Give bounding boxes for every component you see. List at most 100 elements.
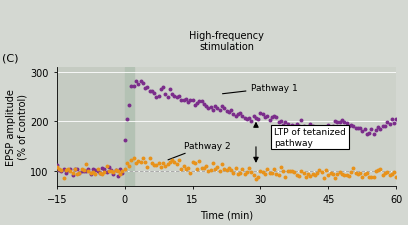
Point <box>361 173 368 176</box>
Point <box>72 168 78 171</box>
Bar <box>125 68 134 186</box>
Point <box>287 125 293 129</box>
Point <box>259 170 266 174</box>
Point <box>164 162 171 166</box>
Point <box>355 172 361 176</box>
Point <box>307 174 314 178</box>
Point <box>361 128 368 132</box>
Point <box>355 127 361 130</box>
Point <box>81 170 87 173</box>
Point <box>382 171 388 175</box>
Point <box>83 169 89 173</box>
Point <box>196 99 203 103</box>
Bar <box>134 68 396 186</box>
Point <box>90 171 96 174</box>
Text: LTP of tetanized
pathway: LTP of tetanized pathway <box>274 128 346 147</box>
Point <box>78 167 85 171</box>
Point <box>171 95 178 99</box>
Point <box>264 167 271 171</box>
Point <box>142 87 149 91</box>
Point <box>62 172 69 175</box>
Point <box>228 169 234 172</box>
Point <box>230 113 237 117</box>
Point <box>144 166 151 169</box>
Point <box>146 90 153 93</box>
Point <box>97 172 103 175</box>
Point <box>99 166 105 170</box>
Point <box>101 167 108 171</box>
Point <box>76 171 83 175</box>
Point <box>142 161 149 164</box>
Point <box>212 105 219 108</box>
Point <box>251 115 257 119</box>
Point <box>287 169 293 173</box>
Point <box>171 160 178 164</box>
Point <box>155 162 162 165</box>
Point <box>353 127 359 130</box>
Point <box>257 169 264 173</box>
Point <box>185 167 191 170</box>
Point <box>388 118 395 122</box>
Point <box>235 113 241 116</box>
Point <box>185 100 191 104</box>
Point <box>305 172 311 176</box>
Point <box>266 171 273 175</box>
Point <box>67 169 73 173</box>
Point <box>282 120 289 124</box>
Point <box>289 124 295 128</box>
Point <box>217 109 223 112</box>
Point <box>194 167 200 171</box>
Point <box>373 170 379 173</box>
Point <box>293 173 300 177</box>
Point <box>119 170 126 173</box>
Point <box>87 172 94 175</box>
Point <box>203 165 209 169</box>
Point <box>110 173 117 176</box>
Point <box>239 168 246 171</box>
Y-axis label: EPSP amplitude
(% of control): EPSP amplitude (% of control) <box>6 88 27 165</box>
Point <box>153 163 160 167</box>
Point <box>157 88 164 92</box>
Point <box>187 172 193 176</box>
Point <box>268 116 275 120</box>
Point <box>167 161 173 164</box>
Point <box>300 172 307 176</box>
Point <box>346 124 352 128</box>
Point <box>393 175 399 179</box>
Point <box>160 86 166 90</box>
Point <box>210 162 216 166</box>
Point <box>346 175 352 178</box>
Point <box>65 169 71 172</box>
Point <box>90 167 96 171</box>
Point <box>87 173 94 176</box>
Point <box>273 116 279 119</box>
Point <box>277 120 284 124</box>
Point <box>214 107 221 110</box>
Text: Pathway 1: Pathway 1 <box>222 84 298 94</box>
Point <box>103 171 110 175</box>
Point <box>391 170 397 174</box>
Point <box>373 129 379 132</box>
Point <box>330 173 336 176</box>
Point <box>176 94 182 98</box>
Point <box>341 120 348 124</box>
Point <box>62 168 69 172</box>
Point <box>69 172 76 175</box>
Point <box>101 171 108 174</box>
Point <box>244 171 250 174</box>
Point <box>334 173 341 176</box>
Point <box>375 169 381 172</box>
Point <box>106 169 112 173</box>
Point <box>257 111 264 115</box>
Point <box>74 167 80 171</box>
Point <box>176 158 182 162</box>
Point <box>74 172 80 176</box>
Point <box>110 171 117 175</box>
Point <box>262 116 268 120</box>
Point <box>144 86 151 90</box>
Point <box>56 167 62 171</box>
Point <box>178 167 184 171</box>
Point <box>137 161 144 164</box>
Point <box>232 115 239 118</box>
Text: (C): (C) <box>2 53 19 63</box>
